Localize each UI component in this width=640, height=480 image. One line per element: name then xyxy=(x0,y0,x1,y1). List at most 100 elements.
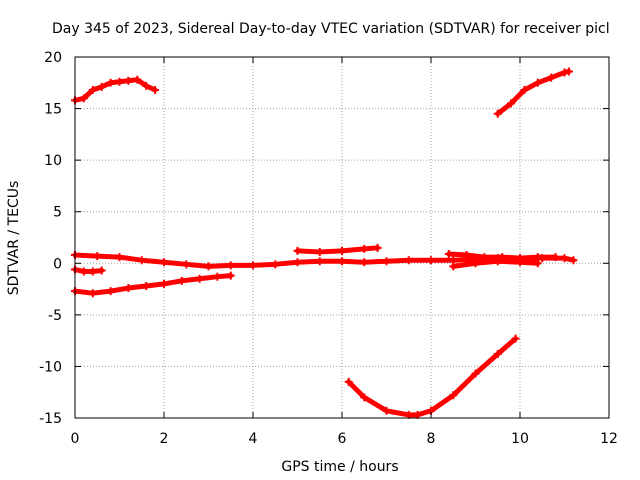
data-point xyxy=(382,257,391,266)
data-point xyxy=(142,81,151,90)
y-tick-label: -10 xyxy=(39,359,62,375)
data-point xyxy=(360,393,369,402)
series-arc-6 xyxy=(71,265,106,276)
chart-title: Day 345 of 2023, Sidereal Day-to-day VTE… xyxy=(52,21,610,37)
data-point xyxy=(226,261,235,270)
data-point xyxy=(560,68,569,77)
data-point xyxy=(88,289,97,298)
y-tick-label: -15 xyxy=(39,411,62,427)
x-tick-label: 10 xyxy=(511,431,529,447)
data-point xyxy=(97,266,106,275)
data-point xyxy=(471,259,480,268)
data-point xyxy=(444,250,453,259)
data-point xyxy=(338,246,346,255)
data-point xyxy=(115,253,124,262)
data-point xyxy=(213,272,222,281)
data-point xyxy=(93,252,102,261)
data-point xyxy=(462,251,471,260)
data-point xyxy=(493,350,502,359)
data-point xyxy=(507,99,516,108)
data-point xyxy=(106,287,115,296)
data-point xyxy=(360,258,369,267)
data-point xyxy=(360,244,369,253)
data-point xyxy=(249,261,257,270)
x-tick-label: 0 xyxy=(71,431,80,447)
data-point xyxy=(177,276,186,285)
x-axis: 0 2 4 6 8 10 12 xyxy=(71,57,618,447)
y-axis: -15 -10 -5 0 5 10 15 20 xyxy=(39,50,609,427)
y-tick-label: 0 xyxy=(53,256,62,272)
data-point xyxy=(564,67,573,76)
data-point xyxy=(560,254,569,263)
data-point xyxy=(182,260,191,269)
data-point xyxy=(404,256,413,265)
data-point xyxy=(315,257,324,266)
data-point xyxy=(195,274,204,283)
data-point xyxy=(344,377,353,386)
data-point xyxy=(449,262,458,271)
data-point xyxy=(533,78,542,87)
data-point xyxy=(88,86,97,95)
data-point xyxy=(293,258,302,267)
data-point xyxy=(533,259,542,268)
data-point xyxy=(79,94,88,103)
data-point xyxy=(373,243,382,252)
series-arc-3 xyxy=(344,334,520,419)
data-point xyxy=(569,256,578,265)
data-point xyxy=(338,257,346,266)
x-tick-label: 4 xyxy=(249,431,258,447)
data-point xyxy=(115,77,124,86)
data-point xyxy=(160,279,168,288)
series-arc-9 xyxy=(449,257,542,271)
data-point xyxy=(226,271,235,280)
data-point xyxy=(449,391,458,400)
x-tick-label: 2 xyxy=(160,431,169,447)
series-line xyxy=(72,273,234,296)
series-line xyxy=(495,68,572,117)
y-tick-label: 10 xyxy=(44,153,62,169)
y-axis-label: SDTVAR / TECUs xyxy=(6,181,22,296)
y-tick-label: 20 xyxy=(44,50,62,66)
series-line xyxy=(72,77,158,103)
data-point xyxy=(160,258,168,267)
data-point xyxy=(493,257,502,266)
data-point xyxy=(204,262,213,271)
data-point xyxy=(88,267,97,276)
data-point xyxy=(97,82,106,91)
data-point xyxy=(293,246,302,255)
series-arc-4 xyxy=(71,271,235,298)
data-series xyxy=(71,67,578,419)
data-point xyxy=(124,76,133,85)
x-tick-label: 6 xyxy=(338,431,347,447)
data-point xyxy=(511,334,520,343)
data-point xyxy=(142,281,151,290)
data-point xyxy=(471,369,480,378)
x-tick-label: 12 xyxy=(600,431,618,447)
data-point xyxy=(271,260,280,269)
series-arc-8 xyxy=(444,250,560,263)
y-tick-label: -5 xyxy=(48,308,62,324)
data-point xyxy=(315,247,324,256)
x-tick-label: 8 xyxy=(427,431,436,447)
data-point xyxy=(520,86,529,95)
data-point xyxy=(551,253,560,262)
data-point xyxy=(547,73,556,82)
series-line xyxy=(72,266,105,275)
data-point xyxy=(151,86,160,95)
data-point xyxy=(124,284,133,293)
series-arc-1 xyxy=(71,75,160,105)
series-line xyxy=(346,336,519,418)
data-point xyxy=(493,109,502,118)
series-arc-7 xyxy=(293,243,382,256)
series-arc-2 xyxy=(493,67,573,118)
data-point xyxy=(480,253,489,262)
data-point xyxy=(427,256,435,265)
data-point xyxy=(382,406,391,415)
y-tick-label: 5 xyxy=(53,205,62,221)
grid xyxy=(75,57,609,418)
data-point xyxy=(516,258,524,267)
data-point xyxy=(133,75,142,84)
data-point xyxy=(106,78,115,87)
data-point xyxy=(137,256,146,265)
